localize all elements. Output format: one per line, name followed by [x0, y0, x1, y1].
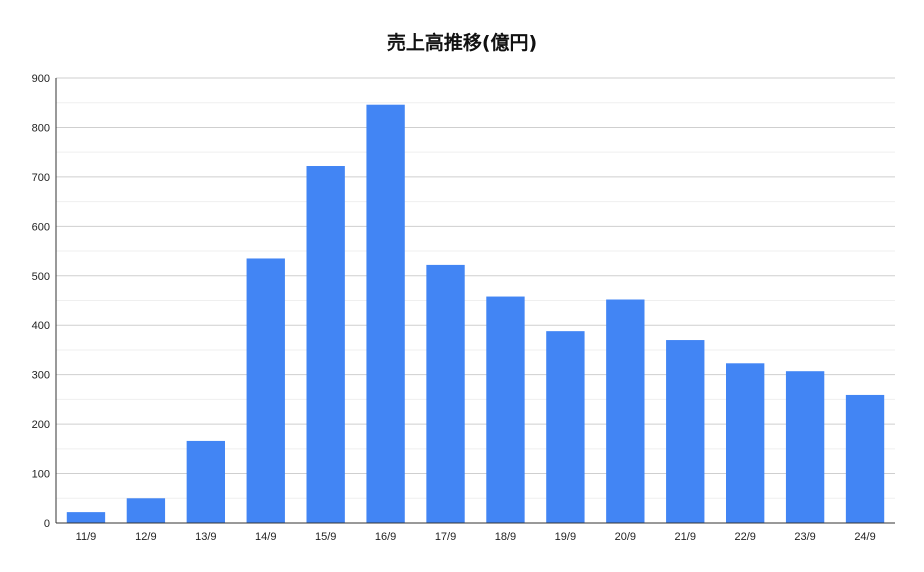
x-tick-label: 18/9 [495, 531, 516, 543]
x-tick-label: 13/9 [195, 531, 216, 543]
x-tick-label: 15/9 [315, 531, 336, 543]
bar [606, 299, 645, 523]
x-tick-label: 22/9 [734, 531, 755, 543]
bar [785, 371, 825, 523]
y-tick-label: 0 [44, 518, 50, 530]
bar [726, 363, 765, 523]
y-tick-label: 300 [32, 370, 50, 382]
y-tick-label: 400 [32, 320, 50, 332]
bar [186, 440, 225, 523]
bar [66, 512, 106, 523]
x-tick-label: 11/9 [76, 531, 97, 543]
x-tick-label: 12/9 [135, 531, 156, 543]
y-tick-label: 200 [32, 419, 50, 431]
y-tick-label: 100 [32, 469, 50, 481]
bar [306, 166, 345, 523]
x-tick-label: 23/9 [794, 531, 815, 543]
x-tick-label: 21/9 [675, 531, 696, 543]
y-tick-label: 700 [32, 172, 50, 184]
bar [126, 498, 166, 523]
y-tick-label: 500 [32, 271, 50, 283]
y-tick-label: 900 [32, 73, 50, 85]
bar [666, 340, 705, 523]
bar [486, 296, 525, 523]
y-tick-label: 800 [32, 122, 50, 134]
chart-title: 売上高推移(億円) [386, 32, 538, 54]
bar [546, 331, 585, 523]
bar [845, 394, 885, 523]
y-tick-label: 600 [32, 221, 50, 233]
bar [426, 264, 465, 523]
bar [246, 258, 285, 523]
bar [366, 104, 405, 523]
x-tick-label: 14/9 [255, 531, 276, 543]
x-tick-label: 20/9 [615, 531, 636, 543]
x-tick-label: 17/9 [435, 531, 456, 543]
x-tick-label: 24/9 [854, 531, 875, 543]
x-tick-label: 16/9 [375, 531, 396, 543]
x-tick-label: 19/9 [555, 531, 576, 543]
